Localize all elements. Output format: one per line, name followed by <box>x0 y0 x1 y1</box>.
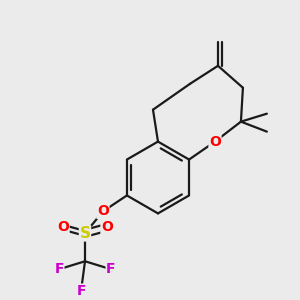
Text: O: O <box>57 220 69 234</box>
Text: O: O <box>209 135 221 148</box>
Text: F: F <box>106 262 116 276</box>
Text: F: F <box>54 262 64 276</box>
Text: O: O <box>101 220 113 234</box>
Text: O: O <box>97 204 109 218</box>
Text: F: F <box>76 284 86 298</box>
Text: S: S <box>80 226 91 241</box>
